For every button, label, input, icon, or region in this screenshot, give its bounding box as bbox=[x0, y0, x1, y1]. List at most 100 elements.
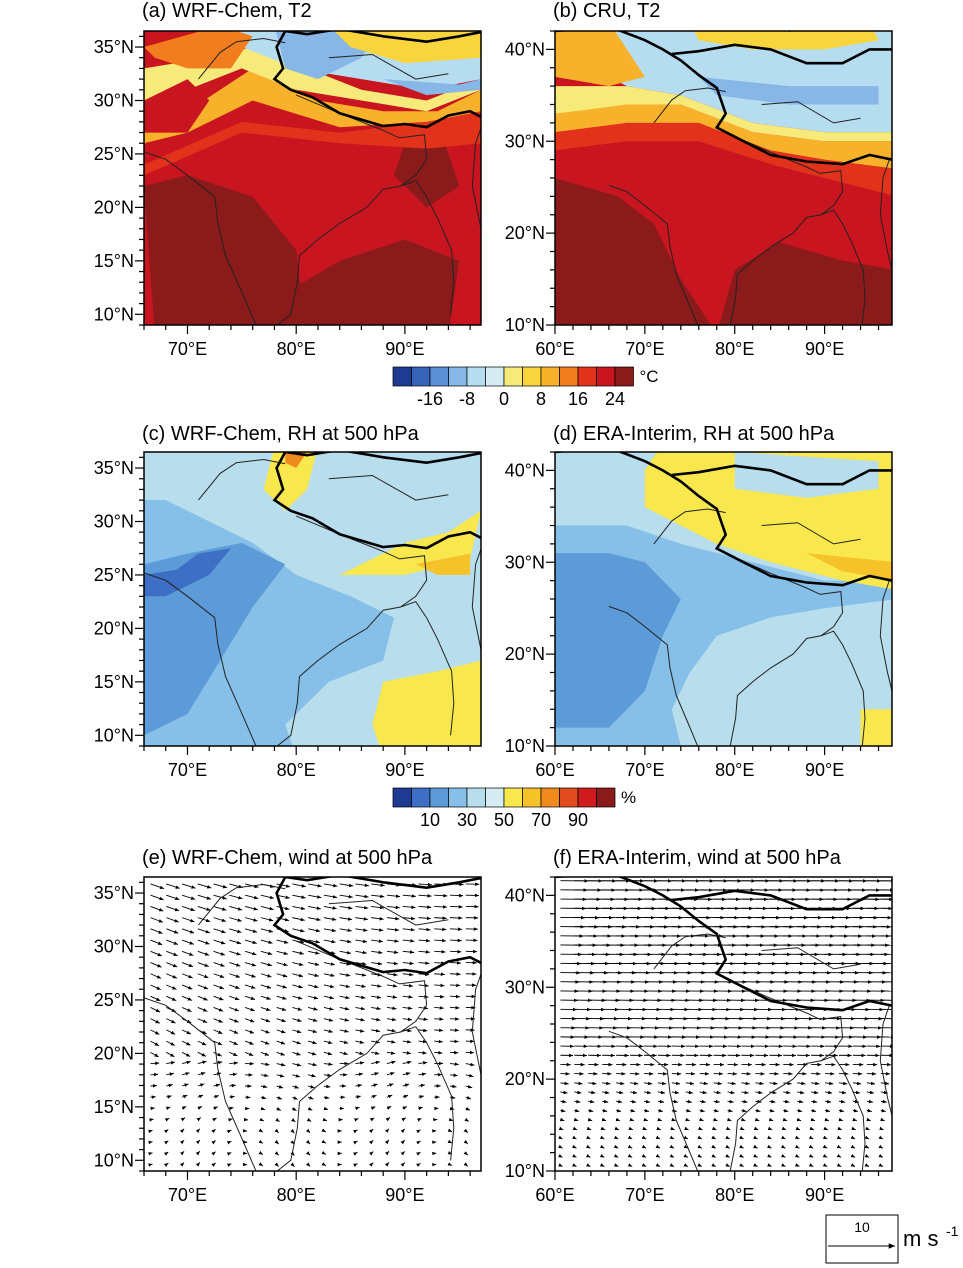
y-tick-label: 35°N bbox=[94, 883, 134, 903]
plateau-boundary bbox=[285, 31, 481, 44]
colorbar-swatch bbox=[448, 787, 468, 808]
wind-vector bbox=[824, 1108, 831, 1113]
wind-vector bbox=[260, 905, 274, 911]
wind-vector bbox=[276, 1107, 281, 1111]
wind-vector bbox=[402, 939, 415, 943]
field-contour bbox=[555, 86, 892, 142]
wind-vector bbox=[655, 1135, 661, 1140]
wind-vector bbox=[574, 1108, 580, 1113]
plateau-boundary bbox=[272, 31, 481, 129]
wind-vector bbox=[260, 1051, 270, 1056]
plot-area-c bbox=[144, 452, 481, 746]
wind-vector bbox=[229, 939, 242, 945]
wind-vector bbox=[339, 1006, 350, 1011]
y-tick-label: 15°N bbox=[94, 672, 134, 692]
wind-vector bbox=[276, 894, 290, 899]
wind-vector bbox=[560, 1081, 569, 1086]
colorbar-swatch bbox=[577, 366, 597, 387]
wind-vector bbox=[627, 1153, 633, 1158]
wind-vector bbox=[292, 973, 304, 978]
colorbar-unit: % bbox=[621, 788, 636, 807]
wind-vector bbox=[244, 973, 256, 978]
wind-vector bbox=[339, 939, 352, 944]
boundary-line bbox=[276, 180, 455, 325]
wind-vector bbox=[323, 1106, 329, 1111]
wind-vector bbox=[260, 1040, 270, 1045]
wind-vector bbox=[836, 1163, 842, 1167]
wind-vector bbox=[211, 1140, 216, 1145]
wind-vector bbox=[371, 905, 385, 910]
wind-vector bbox=[615, 1117, 621, 1122]
wind-vector bbox=[697, 1144, 703, 1149]
wind-vector bbox=[197, 1060, 207, 1065]
wind-vector bbox=[434, 1028, 444, 1033]
wind-vector bbox=[339, 950, 352, 955]
wind-vector bbox=[629, 1081, 639, 1086]
wind-vector bbox=[355, 961, 367, 966]
boundary-line bbox=[471, 972, 481, 1077]
colorbar-label: 8 bbox=[536, 389, 546, 409]
wind-vector bbox=[449, 927, 463, 932]
wind-vector bbox=[179, 1139, 185, 1145]
wind-vector bbox=[197, 905, 211, 911]
wind-vector bbox=[211, 1128, 216, 1134]
wind-vector bbox=[323, 973, 335, 977]
boundary-line bbox=[734, 557, 844, 637]
wind-vector bbox=[602, 1090, 610, 1095]
wind-vector bbox=[292, 1107, 297, 1112]
wind-vector bbox=[339, 973, 351, 977]
plateau-boundary bbox=[671, 464, 892, 486]
boundary-line bbox=[276, 1026, 455, 1171]
wind-vector bbox=[321, 1162, 327, 1167]
wind-vector bbox=[418, 1017, 428, 1021]
wind-vector bbox=[434, 938, 446, 943]
wind-vector bbox=[276, 1006, 287, 1011]
panel-title: (a) WRF-Chem, T2 bbox=[142, 0, 312, 22]
colorbar-swatch bbox=[392, 366, 412, 387]
wind-vector bbox=[386, 1017, 397, 1022]
wind-vector bbox=[292, 1040, 302, 1045]
wind-vector bbox=[808, 1144, 814, 1149]
wind-vector bbox=[418, 916, 431, 921]
plateau-boundary bbox=[671, 43, 892, 65]
wind-vector bbox=[585, 1163, 591, 1167]
x-tick-label: 90°E bbox=[385, 760, 424, 780]
wind-vector bbox=[588, 1108, 594, 1113]
wind-vector bbox=[572, 1126, 578, 1131]
x-tick-label: 80°E bbox=[277, 760, 316, 780]
wind-vector bbox=[434, 983, 445, 988]
wind-vector bbox=[753, 1126, 759, 1131]
plateau-boundary bbox=[788, 31, 792, 33]
wind-vector bbox=[197, 1094, 204, 1099]
reference-box bbox=[825, 1214, 899, 1264]
wind-vector bbox=[385, 1117, 391, 1122]
wind-vector bbox=[418, 1095, 424, 1099]
wind-vector bbox=[150, 1018, 160, 1024]
panel-a: 10°N 15°N 20°N 25°N 30°N 35°N 70°E 80°E 90°E (a) … bbox=[94, 0, 482, 359]
wind-vector bbox=[150, 905, 164, 912]
wind-vector bbox=[643, 1108, 650, 1113]
wind-vector bbox=[355, 894, 369, 899]
wind-vector bbox=[229, 928, 242, 933]
wind-vector bbox=[371, 939, 383, 943]
wind-vector bbox=[697, 1163, 703, 1167]
wind-vector bbox=[227, 1118, 233, 1122]
wind-vector bbox=[878, 1135, 884, 1140]
wind-vector bbox=[400, 1139, 406, 1145]
wind-vector bbox=[400, 1162, 406, 1167]
wind-vector bbox=[339, 928, 352, 932]
wind-vector bbox=[864, 1144, 870, 1149]
wind-vector bbox=[850, 1163, 856, 1167]
wind-vector bbox=[355, 939, 368, 944]
colorbar-label: 30 bbox=[457, 810, 477, 830]
wind-vector bbox=[276, 905, 290, 911]
boundary-line bbox=[144, 572, 257, 746]
wind-vector bbox=[739, 1126, 745, 1131]
wind-vector bbox=[229, 962, 241, 967]
wind-vector bbox=[181, 973, 193, 979]
wind-vector bbox=[864, 1153, 870, 1158]
wind-vector bbox=[197, 995, 208, 1001]
wind-vector bbox=[613, 1144, 619, 1149]
wind-vector bbox=[613, 1153, 619, 1158]
wind-vector bbox=[181, 995, 193, 1001]
